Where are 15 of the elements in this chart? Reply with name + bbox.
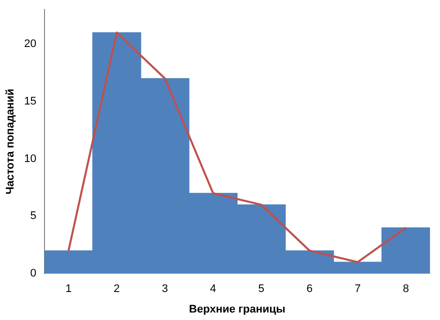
y-tick-label: 10 <box>24 152 36 165</box>
y-tick-label: 0 <box>30 268 36 280</box>
x-tick-label: 6 <box>306 283 313 296</box>
x-tick-label: 3 <box>162 283 168 296</box>
y-tick-label: 15 <box>24 95 36 108</box>
x-tick-label: 7 <box>354 283 361 296</box>
y-axis-title: Частота попаданий <box>4 88 17 194</box>
y-tick-label: 5 <box>30 210 36 222</box>
x-tick-label: 5 <box>258 283 264 296</box>
x-tick-label: 1 <box>65 283 72 296</box>
x-tick-label: 4 <box>210 283 216 296</box>
x-axis-title: Верхние границы <box>189 303 286 316</box>
x-tick-label: 8 <box>402 283 409 296</box>
y-tick-label: 20 <box>24 38 36 50</box>
x-tick-label: 2 <box>114 283 120 296</box>
